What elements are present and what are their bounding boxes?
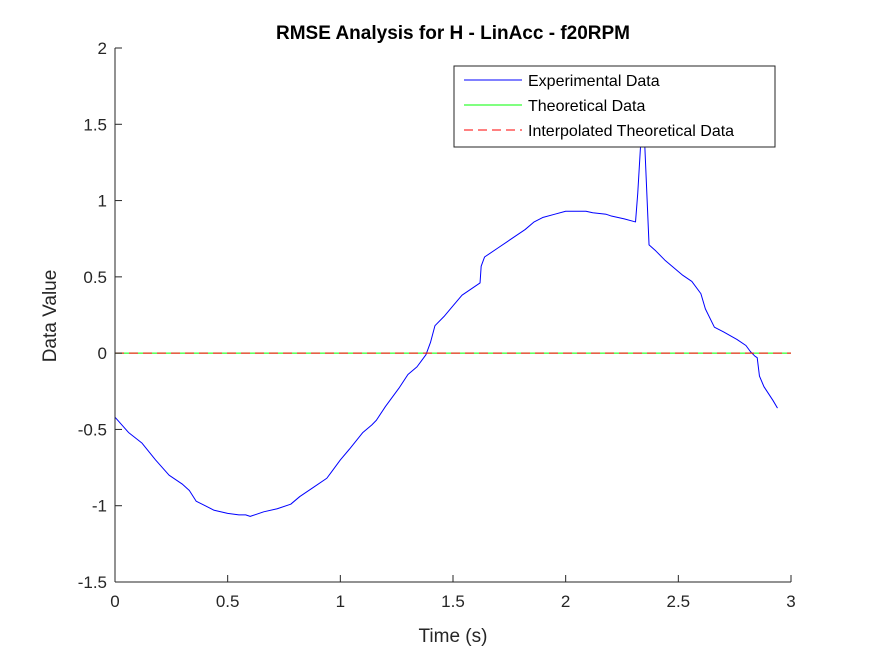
series-line-0: [114, 116, 778, 517]
y-tick-label: -1.5: [78, 573, 107, 592]
y-tick-label: -0.5: [78, 420, 107, 439]
x-tick-label: 0.5: [216, 592, 240, 611]
legend: Experimental Data Theoretical Data Interpo…: [453, 65, 776, 148]
x-tick-label: 2.5: [667, 592, 691, 611]
legend-label-0: Experimental Data: [528, 73, 660, 90]
y-tick-label: 1: [98, 192, 107, 211]
axes-layer: 0 0.5 1 1.5 2 2.5 3 -1.5 -1 -0.5 0 0.5 1 1.5 2: [78, 39, 796, 611]
legend-label-1: Theoretical Data: [528, 98, 645, 115]
x-tick-label: 2: [561, 592, 570, 611]
legend-label-2: Interpolated Theoretical Data: [528, 123, 734, 140]
y-axis-label: Data Value: [40, 270, 61, 363]
x-tick-label: 1.5: [441, 592, 465, 611]
y-tick-label: 0.5: [83, 268, 107, 287]
y-tick-label: 1.5: [83, 115, 107, 134]
y-tick-label: 2: [98, 39, 107, 58]
series-layer: [114, 116, 791, 517]
y-tick-label: 0: [98, 344, 107, 363]
x-tick-label: 0: [110, 592, 119, 611]
x-axis-label: Time (s): [419, 626, 488, 647]
x-tick-label: 3: [786, 592, 795, 611]
x-tick-label: 1: [336, 592, 345, 611]
y-tick-label: -1: [92, 497, 107, 516]
chart-title: RMSE Analysis for H - LinAcc - f20RPM: [276, 23, 630, 44]
